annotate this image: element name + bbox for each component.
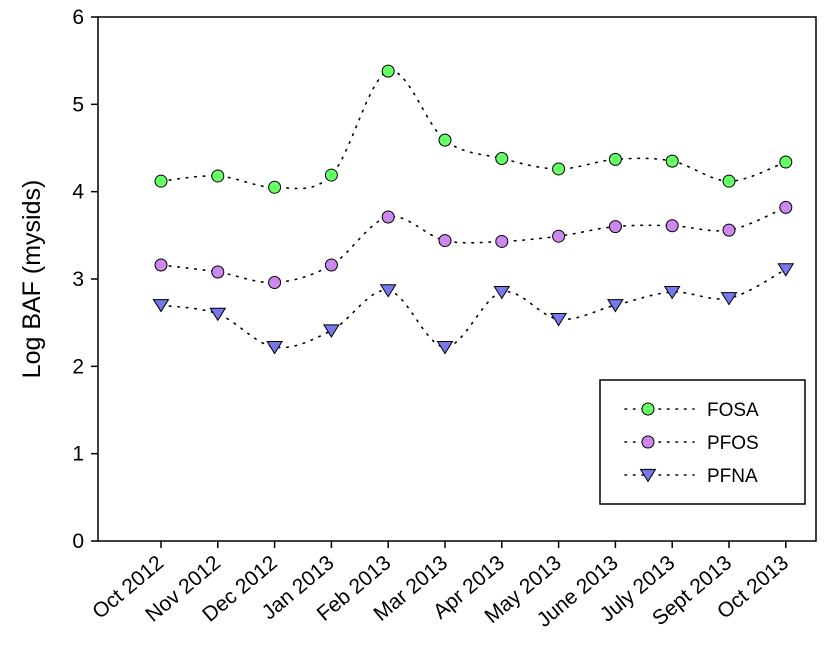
point-pfos <box>438 234 452 248</box>
y-tick-label: 4 <box>72 181 84 204</box>
point-pfna <box>209 307 227 322</box>
point-fosa <box>779 155 793 169</box>
point-pfna <box>266 340 284 355</box>
point-pfos <box>779 200 793 214</box>
point-fosa <box>438 133 452 147</box>
point-pfos <box>268 275 282 289</box>
legend-marker <box>641 402 655 416</box>
legend-marker <box>641 435 655 449</box>
legend-label: FOSA <box>707 400 759 421</box>
point-fosa <box>211 169 225 183</box>
point-pfos <box>722 223 736 237</box>
point-fosa <box>495 151 509 165</box>
point-pfna <box>493 285 511 300</box>
point-pfna <box>606 299 624 313</box>
y-tick-label: 3 <box>72 268 84 291</box>
point-fosa <box>381 64 395 78</box>
point-fosa <box>608 152 622 166</box>
point-fosa <box>665 154 679 168</box>
point-pfna <box>152 299 170 313</box>
y-tick-label: 1 <box>72 443 84 466</box>
legend-label: PFNA <box>707 466 758 487</box>
y-axis: 0 1 2 3 4 5 6 <box>72 6 98 553</box>
point-pfos <box>324 258 338 272</box>
point-pfos <box>381 210 395 224</box>
point-pfos <box>552 229 566 243</box>
y-axis-title: Log BAF (mysids) <box>18 180 46 379</box>
point-pfos <box>154 258 168 272</box>
point-pfna <box>663 285 681 300</box>
series-curve-pfos <box>160 206 787 284</box>
data-markers <box>152 64 795 355</box>
point-pfos <box>665 219 679 233</box>
point-pfos <box>608 220 622 234</box>
y-tick-label: 5 <box>72 93 84 116</box>
y-tick-label: 0 <box>72 530 84 553</box>
legend-marker <box>639 468 657 483</box>
y-tick-label: 6 <box>72 6 84 29</box>
series-curve-fosa <box>160 70 787 190</box>
y-tick-label: 2 <box>72 355 84 378</box>
point-pfos <box>211 265 225 279</box>
point-fosa <box>552 162 566 176</box>
legend: FOSA PFOS PFNA <box>599 379 806 505</box>
legend-label: PFOS <box>707 433 759 454</box>
point-pfna <box>322 324 340 338</box>
point-fosa <box>324 168 338 182</box>
point-pfna <box>379 284 397 298</box>
point-fosa <box>722 174 736 188</box>
point-fosa <box>154 174 168 188</box>
point-pfna <box>720 292 738 306</box>
point-pfna <box>436 340 454 355</box>
point-fosa <box>268 180 282 194</box>
point-pfna <box>777 263 795 277</box>
fit-lines <box>160 70 787 349</box>
point-pfna <box>550 313 568 327</box>
legend-box <box>599 379 806 505</box>
point-pfos <box>495 234 509 248</box>
series-curve-pfna <box>160 268 787 349</box>
